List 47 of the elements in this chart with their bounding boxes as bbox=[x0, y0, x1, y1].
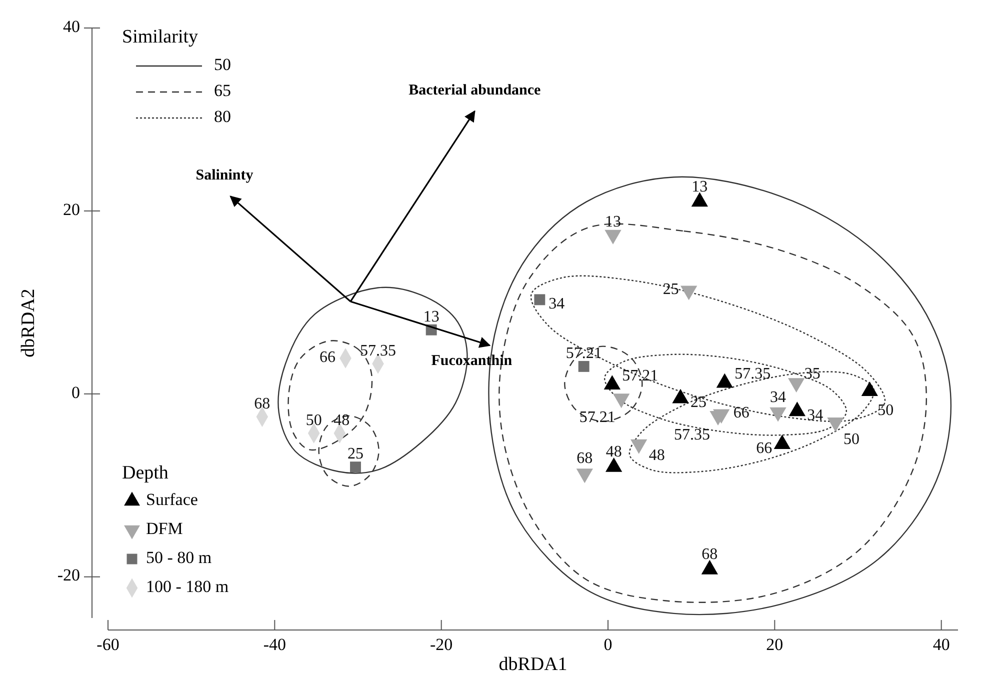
x-tick-label: -60 bbox=[96, 635, 120, 654]
series-label: Salininty bbox=[196, 168, 254, 184]
annotation: 65 bbox=[214, 80, 231, 100]
x-tick-label: 20 bbox=[766, 635, 784, 654]
y-axis-title: dbRDA2 bbox=[18, 288, 39, 358]
annotation: 25 bbox=[690, 394, 706, 412]
annotation: 68 bbox=[576, 450, 593, 468]
annotation: 66 bbox=[733, 404, 750, 422]
annotation: 57.35 bbox=[360, 342, 396, 360]
legend-title: Depth bbox=[122, 462, 169, 484]
annotation: 50 bbox=[214, 54, 231, 74]
annotation: 34 bbox=[807, 406, 824, 424]
annotation: 34 bbox=[770, 388, 786, 406]
annotation: 13 bbox=[423, 308, 440, 326]
annotation: 25 bbox=[662, 281, 679, 298]
y-tick-label: -20 bbox=[57, 566, 80, 585]
annotation: 57.35 bbox=[674, 426, 710, 444]
legend-label: Surface bbox=[146, 490, 198, 509]
annotation: 50 bbox=[306, 412, 322, 429]
annotation: 25 bbox=[348, 446, 364, 463]
annotation: 13 bbox=[692, 178, 708, 196]
y-tick-label: 40 bbox=[63, 16, 80, 36]
annotation: 34 bbox=[548, 295, 565, 312]
annotation: 48 bbox=[334, 412, 350, 429]
series-label: Bacterial abundance bbox=[408, 82, 542, 99]
annotation: 48 bbox=[648, 446, 665, 464]
x-tick-label: -20 bbox=[430, 635, 453, 654]
legend-label: 50 - 80 m bbox=[146, 548, 212, 567]
x-tick-label: -40 bbox=[263, 635, 286, 654]
annotation: Similarity bbox=[122, 26, 198, 48]
annotation: 68 bbox=[702, 546, 718, 564]
y-tick-label: 20 bbox=[63, 200, 80, 219]
annotation: 57.21 bbox=[579, 409, 616, 426]
annotation: 66 bbox=[756, 440, 772, 457]
x-tick-label: 40 bbox=[932, 635, 950, 654]
annotation: 66 bbox=[320, 348, 336, 366]
legend-label: 100 - 180 m bbox=[146, 576, 229, 596]
annotation: 50 bbox=[844, 430, 860, 448]
annotation: 57.35 bbox=[734, 366, 771, 383]
annotation: 50 bbox=[878, 402, 894, 419]
annotation: 80 bbox=[214, 106, 231, 126]
y-tick-label: 0 bbox=[72, 382, 80, 402]
x-axis-title: dbRDA1 bbox=[498, 654, 568, 675]
annotation: 48 bbox=[606, 444, 622, 461]
annotation: 68 bbox=[254, 395, 270, 412]
x-tick-label: 0 bbox=[604, 635, 612, 654]
legend-label: DFM bbox=[146, 518, 183, 538]
